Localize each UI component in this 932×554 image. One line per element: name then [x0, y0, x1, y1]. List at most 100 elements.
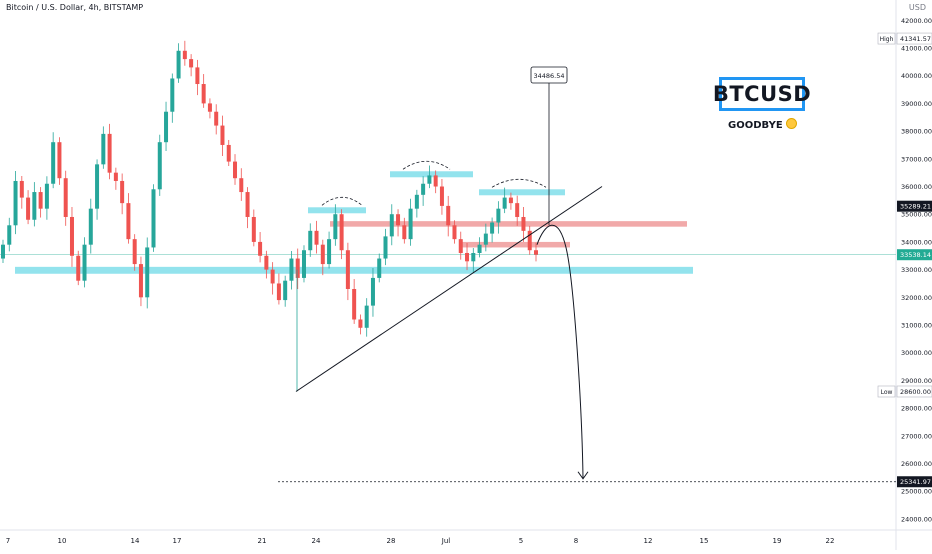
peak-arc	[491, 178, 547, 188]
candle-body	[157, 142, 162, 190]
neckline-zone	[308, 207, 366, 214]
candle-body	[138, 264, 143, 298]
candle-body	[132, 239, 137, 265]
candle-body	[69, 216, 74, 256]
candle-body	[19, 180, 24, 198]
y-tick-label: 42000.00	[901, 17, 932, 25]
candle-body	[452, 225, 457, 240]
y-tick-label: 26000.00	[901, 460, 932, 468]
x-tick-label: 17	[173, 537, 182, 545]
candle-body	[471, 252, 476, 262]
candle-body	[182, 50, 187, 60]
resistance-price-badge-text: 35289.21	[900, 203, 931, 211]
candle-body	[521, 216, 526, 231]
candle-body	[120, 180, 125, 204]
goodbye-caption: GOODBYE	[728, 118, 797, 131]
candle-body	[176, 50, 181, 79]
candle-body	[251, 216, 256, 242]
candle-body	[364, 305, 369, 328]
y-tick-label: 24000.00	[901, 515, 932, 523]
candle-body	[38, 192, 43, 209]
candle-body	[264, 255, 269, 270]
candle-body	[458, 239, 463, 253]
y-tick-label: 40000.00	[901, 72, 932, 80]
candle-body	[220, 125, 225, 145]
high-price-badge-text: 41341.57	[900, 35, 931, 43]
y-tick-label: 39000.00	[901, 100, 932, 108]
candle-body	[446, 205, 451, 226]
candle-body	[170, 78, 175, 112]
low-price-badge	[896, 385, 932, 398]
candle-body	[258, 241, 263, 256]
candle-body	[44, 183, 49, 209]
low-price-tag	[877, 385, 896, 398]
candle-body	[414, 194, 419, 209]
candle-body	[195, 67, 200, 85]
x-tick-label: 15	[700, 537, 709, 545]
candle-body	[308, 230, 313, 251]
low-price-tag-text: Low	[881, 389, 893, 396]
callout-label: 34486.54	[533, 72, 564, 80]
y-tick-label: 31000.00	[901, 322, 932, 330]
candle-body	[270, 269, 275, 284]
x-tick-label: 5	[519, 537, 523, 545]
candle-body	[333, 214, 338, 240]
y-tick-label: 30000.00	[901, 349, 932, 357]
y-tick-label: 25000.00	[901, 488, 932, 496]
x-tick-label: 24	[312, 537, 321, 545]
candle-body	[101, 133, 106, 165]
candle-body	[226, 144, 231, 162]
candle-body	[320, 244, 325, 265]
candle-body	[164, 111, 169, 143]
high-price-tag-text: High	[880, 36, 894, 43]
candle-body	[201, 84, 206, 104]
candle-body	[233, 161, 238, 179]
high-price-tag	[877, 32, 896, 45]
candle-body	[289, 258, 294, 281]
x-tick-label: 12	[644, 537, 653, 545]
current-price-badge-text: 33538.14	[900, 251, 931, 259]
neckline-zone	[390, 171, 473, 178]
candle-body	[107, 133, 112, 173]
x-tick-label: 21	[258, 537, 267, 545]
currency-label: USD	[908, 3, 926, 12]
x-tick-label: 28	[387, 537, 396, 545]
candle-body	[477, 244, 482, 253]
candle-body	[314, 230, 319, 245]
candle-body	[76, 255, 81, 281]
candle-body	[26, 197, 31, 220]
candle-body	[496, 208, 501, 223]
candle-body	[13, 180, 18, 226]
candle-body	[427, 175, 432, 184]
candle-body	[239, 178, 244, 193]
candle-body	[465, 252, 470, 262]
candle-body	[515, 203, 520, 217]
target-price-badge-text: 25341.97	[900, 478, 931, 486]
y-tick-label: 27000.00	[901, 432, 932, 440]
arrow-head	[577, 471, 589, 480]
y-tick-label: 36000.00	[901, 183, 932, 191]
candle-body	[82, 244, 87, 281]
y-tick-label: 35000.00	[901, 211, 932, 219]
candle-body	[508, 197, 513, 204]
x-tick-label: 14	[131, 537, 140, 545]
candle-body	[151, 189, 156, 248]
candle-body	[490, 222, 495, 234]
candle-body	[370, 277, 375, 306]
candle-body	[402, 225, 407, 240]
candle-body	[88, 208, 93, 245]
x-tick-label: 8	[574, 537, 578, 545]
y-tick-label: 41000.00	[901, 45, 932, 53]
candle-body	[245, 192, 250, 217]
candle-body	[327, 239, 332, 265]
candle-body	[396, 214, 401, 226]
candle-body	[483, 233, 488, 245]
candle-body	[408, 208, 413, 240]
support-zone	[15, 266, 693, 274]
candle-body	[145, 247, 150, 298]
candle-body	[57, 142, 62, 179]
candle-body	[63, 178, 68, 217]
candle-body	[339, 214, 344, 251]
